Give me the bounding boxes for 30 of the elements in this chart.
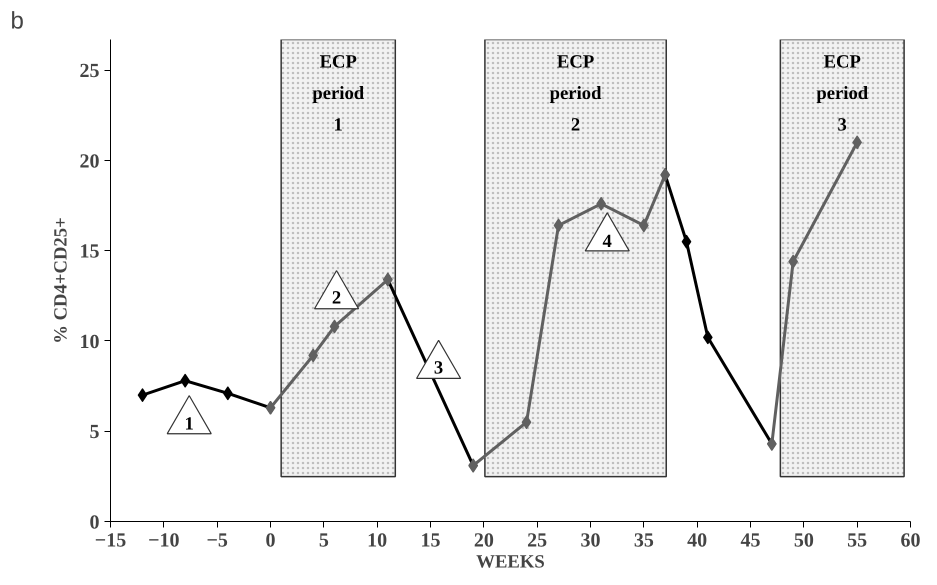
y-tick-label: 25 [80, 60, 100, 82]
x-tick-label: 45 [740, 530, 760, 552]
text: b [10, 8, 24, 34]
x-tick-label: 25 [527, 530, 548, 552]
x-tick-label: 10 [367, 530, 388, 552]
band-label: ECP period 1 [312, 52, 365, 136]
x-tick-label: 15 [420, 530, 440, 552]
x-tick-label: −5 [206, 530, 228, 552]
x-tick-label: 60 [900, 530, 920, 552]
x-tick-label: 40 [687, 530, 708, 552]
annotation: 4 [602, 230, 612, 252]
x-tick-label: 0 [266, 530, 276, 552]
x-tick-label: 20 [474, 530, 494, 552]
y-tick-label: 10 [80, 330, 100, 353]
annotation: 2 [332, 288, 342, 309]
x-tick-label: 30 [580, 530, 600, 552]
annotation: 1 [184, 414, 194, 435]
x-tick-label: 5 [318, 530, 329, 552]
x-tick-label: 35 [634, 530, 654, 552]
y-tick-label: 5 [90, 421, 100, 444]
x-axis-title: WEEKS [476, 552, 545, 572]
annotation: 3 [434, 358, 444, 379]
x-tick-label: −10 [148, 530, 180, 552]
x-tick-label: 55 [847, 530, 868, 552]
y-tick-label: 20 [80, 150, 100, 172]
x-tick-label: 50 [794, 530, 814, 552]
band-label: ECP period 3 [816, 52, 869, 136]
band-label: ECP period 2 [550, 52, 602, 136]
y-axis-title: % CD4+CD25+ [50, 217, 72, 344]
y-tick-label: 15 [80, 240, 100, 263]
